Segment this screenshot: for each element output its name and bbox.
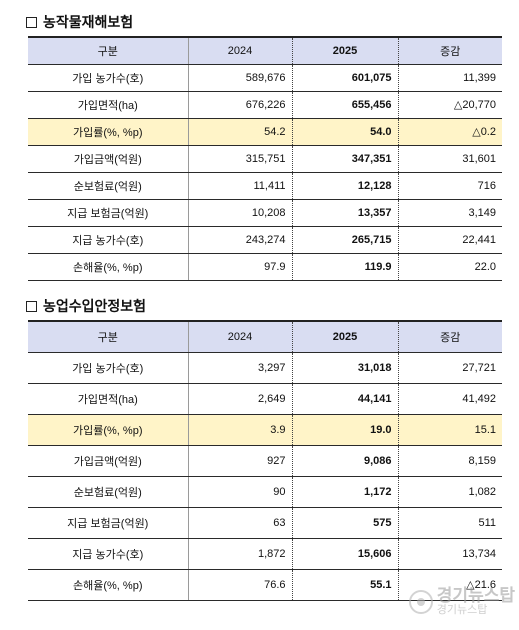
header-2024: 2024 [187,36,292,65]
row-label: 지급 농가수(호) [28,225,188,254]
value-2025: 55.1 [291,568,398,601]
value-2025: 265,715 [291,225,398,254]
crop-insurance-table: 구분 2024 2025 증감 가입 농가수(호) 589,676 601,07… [28,36,502,281]
value-2024: 11,411 [187,171,292,200]
value-change: 716 [397,171,502,200]
table-row: 지급 보험금(억원) 63 575 511 [28,506,502,539]
value-2025: 575 [291,506,398,539]
value-change: 22.0 [397,252,502,281]
table-header-row: 구분 2024 2025 증감 [28,36,502,65]
value-2025: 15,606 [291,537,398,570]
checkbox-icon [26,16,37,28]
row-label: 지급 보험금(억원) [28,198,188,227]
table-row: 지급 농가수(호) 1,872 15,606 13,734 [28,537,502,570]
row-label: 가입금액(억원) [28,444,188,477]
row-label: 손해율(%, %p) [28,252,188,281]
value-2024: 315,751 [187,144,292,173]
value-change: 22,441 [397,225,502,254]
value-2025: 12,128 [291,171,398,200]
header-category: 구분 [28,320,188,353]
row-label: 지급 보험금(억원) [28,506,188,539]
value-change: △20,770 [397,90,502,119]
row-label: 가입률(%, %p) [28,117,188,146]
value-2025: 347,351 [291,144,398,173]
table-row: 지급 농가수(호) 243,274 265,715 22,441 [28,225,502,254]
row-label: 손해율(%, %p) [28,568,188,601]
table-row: 손해율(%, %p) 97.9 119.9 22.0 [28,252,502,281]
value-2024: 90 [187,475,292,508]
table-header-row: 구분 2024 2025 증감 [28,320,502,353]
value-change: 1,082 [397,475,502,508]
header-2025: 2025 [291,36,398,65]
checkbox-icon [26,300,37,312]
value-change: 511 [397,506,502,539]
value-change: 3,149 [397,198,502,227]
table-row: 손해율(%, %p) 76.6 55.1 △21.6 [28,568,502,601]
table-row-highlighted: 가입률(%, %p) 3.9 19.0 15.1 [28,413,502,446]
row-label: 지급 농가수(호) [28,537,188,570]
value-2024: 63 [187,506,292,539]
value-change: △21.6 [397,568,502,601]
value-2024: 2,649 [187,382,292,415]
table-row: 가입 농가수(호) 3,297 31,018 27,721 [28,351,502,384]
header-category: 구분 [28,36,188,65]
value-2024: 3.9 [187,413,292,446]
value-change: 13,734 [397,537,502,570]
row-label: 가입률(%, %p) [28,413,188,446]
value-change: 8,159 [397,444,502,477]
table-row: 가입금액(억원) 927 9,086 8,159 [28,444,502,477]
value-change: 41,492 [397,382,502,415]
table-row: 가입면적(ha) 2,649 44,141 41,492 [28,382,502,415]
value-change: 15.1 [397,413,502,446]
table-row: 순보험료(억원) 11,411 12,128 716 [28,171,502,200]
row-label: 순보험료(억원) [28,171,188,200]
header-change: 증감 [397,320,502,353]
value-2024: 54.2 [187,117,292,146]
header-2025: 2025 [291,320,398,353]
income-insurance-table: 구분 2024 2025 증감 가입 농가수(호) 3,297 31,018 2… [28,320,502,601]
section-title-crop-insurance: 농작물재해보험 [26,12,133,32]
section-title-income-insurance: 농업수입안정보험 [26,296,146,316]
row-label: 순보험료(억원) [28,475,188,508]
table-row: 지급 보험금(억원) 10,208 13,357 3,149 [28,198,502,227]
row-label: 가입 농가수(호) [28,351,188,384]
value-2025: 31,018 [291,351,398,384]
value-2025: 13,357 [291,198,398,227]
table-row: 가입 농가수(호) 589,676 601,075 11,399 [28,63,502,92]
value-2025: 9,086 [291,444,398,477]
value-2025: 119.9 [291,252,398,281]
value-change: 27,721 [397,351,502,384]
value-2024: 3,297 [187,351,292,384]
value-2025: 655,456 [291,90,398,119]
table-row: 순보험료(억원) 90 1,172 1,082 [28,475,502,508]
value-2024: 76.6 [187,568,292,601]
value-2025: 44,141 [291,382,398,415]
value-2024: 1,872 [187,537,292,570]
table-row-highlighted: 가입률(%, %p) 54.2 54.0 △0.2 [28,117,502,146]
section-title-text: 농업수입안정보험 [43,299,147,315]
value-change: 11,399 [397,63,502,92]
value-2024: 676,226 [187,90,292,119]
section-title-text: 농작물재해보험 [43,15,134,31]
table-row: 가입금액(억원) 315,751 347,351 31,601 [28,144,502,173]
row-label: 가입면적(ha) [28,90,188,119]
value-2024: 10,208 [187,198,292,227]
header-change: 증감 [397,36,502,65]
value-2025: 1,172 [291,475,398,508]
value-2025: 19.0 [291,413,398,446]
row-label: 가입금액(억원) [28,144,188,173]
value-2024: 243,274 [187,225,292,254]
value-2025: 54.0 [291,117,398,146]
value-2024: 97.9 [187,252,292,281]
value-2025: 601,075 [291,63,398,92]
row-label: 가입면적(ha) [28,382,188,415]
value-2024: 589,676 [187,63,292,92]
watermark-sub: 경기뉴스탑 [436,604,488,616]
header-2024: 2024 [187,320,292,353]
row-label: 가입 농가수(호) [28,63,188,92]
value-2024: 927 [187,444,292,477]
value-change: △0.2 [397,117,502,146]
value-change: 31,601 [397,144,502,173]
table-row: 가입면적(ha) 676,226 655,456 △20,770 [28,90,502,119]
